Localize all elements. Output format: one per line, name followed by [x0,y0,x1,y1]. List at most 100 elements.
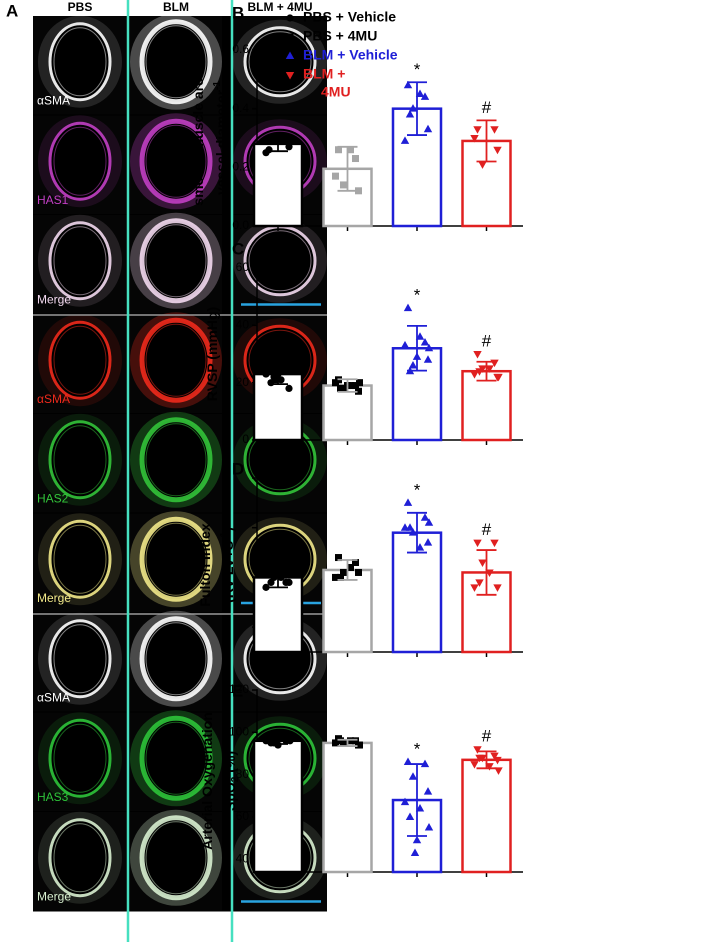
data-point [282,137,290,145]
data-point [403,498,413,506]
vessel-wall-inner [53,823,107,893]
legend-label: BLM + Vehicle [303,47,398,63]
vessel-wall [139,19,213,105]
y-tick-label: 100 [229,724,249,738]
y-tick-label: 80 [236,767,250,781]
y-tick-label: 60 [236,809,250,823]
vessel-wall-inner [145,423,207,497]
data-point [340,181,347,189]
vessel-lumen [142,21,210,102]
data-point [473,126,482,134]
vessel-wall [139,516,213,602]
chart: E Arterial Oxygenation SpO2 (%) 40 60 80 100 12… [199,681,523,877]
data-point [470,584,479,592]
vessel-lumen [245,226,315,295]
data-point [420,513,430,521]
significance-mark: * [414,286,421,305]
y-axis-label-part: Arterial Oxygenation [199,712,215,850]
vessel-lumen [50,222,110,299]
data-point [285,143,293,151]
vessel-wall [48,818,112,898]
significance-mark: # [482,727,492,746]
bar [252,576,304,654]
micrograph [33,811,127,911]
micrograph [233,16,327,115]
data-point [285,384,293,392]
significance-mark: # [482,520,492,539]
data-point [473,539,482,548]
data-point [405,110,415,118]
vessel-wall [48,718,112,798]
y-axis-label-part: RVSP (mmHg) [204,307,220,401]
row-label: Merge [37,890,71,904]
significance-mark: * [414,739,421,758]
data-point [355,387,362,395]
vessel-wall [48,619,112,699]
data-point [475,754,484,763]
bar [322,741,373,874]
y-axis-label-part: Fulton Index [197,523,213,606]
vessel-lumen [245,27,315,96]
data-point [332,573,339,581]
vessel-wall-inner [53,723,107,793]
micrograph [33,413,127,513]
vessel-wall [48,320,112,400]
vessel-wall-inner [53,425,107,495]
y-tick-label: 40 [236,851,250,865]
vessel-wall [48,22,112,102]
data-point [262,149,270,157]
micrograph [130,113,222,214]
significance-mark: # [482,331,492,350]
vessel-lumen [142,519,210,600]
y-tick-label: 0.2 [232,160,249,174]
vessel-lumen [50,819,110,896]
data-point [277,573,285,582]
vessel-wall-inner [53,624,107,694]
vessel-lumen [142,618,210,699]
data-point [475,579,484,587]
data-point [490,539,499,548]
bar [252,142,304,228]
bar [252,739,304,874]
row-label: Merge [37,591,71,605]
y-axis-label: RVSP (mmHg) [204,307,220,401]
y-axis-label-part: vessel diameter [213,89,229,195]
row-label: HAS1 [37,193,69,207]
data-point [410,848,420,856]
vessel-lumen [50,23,110,100]
micrograph [33,513,127,612]
data-point [277,376,285,384]
micrograph [130,809,222,911]
y-axis-label: smooth muscle area [190,70,206,206]
vessel-lumen [142,220,210,301]
row-label: αSMA [37,94,70,108]
vessel-wall [243,26,317,98]
data-point [337,573,344,581]
vessel-wall-inner [145,721,207,795]
y-tick-label: 0.4 [232,101,249,115]
vessel-wall-inner [53,27,107,97]
significance-mark: # [482,98,492,117]
data-point [356,379,363,387]
y-axis-label: Fulton Index [197,523,213,606]
data-point [265,568,273,577]
data-point [493,146,502,155]
y-axis-label-part: ) [220,527,236,532]
y-tick-label: 0 [242,432,249,446]
vessel-wall [139,118,213,204]
vessel-wall-inner [248,31,312,93]
panel-letter: B [232,3,244,22]
y-axis-label-part: SpO [222,782,238,811]
data-point [337,384,344,392]
micrograph [33,214,127,314]
micrograph [33,612,127,712]
vessel-wall-inner [145,522,207,596]
data-point [494,767,503,775]
y-tick-label: 40 [236,318,250,332]
vessel-wall [48,519,112,599]
data-point [347,737,354,745]
data-point [403,80,413,89]
data-point [355,187,362,195]
data-point [423,124,433,133]
data-point [270,134,278,142]
